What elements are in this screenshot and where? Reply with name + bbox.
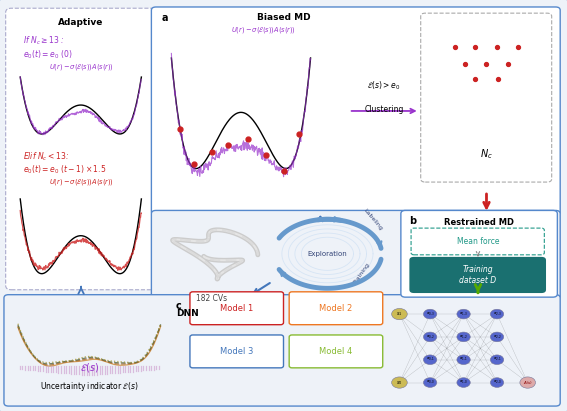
Text: 182 CVs: 182 CVs — [196, 294, 227, 303]
Circle shape — [424, 378, 437, 388]
Circle shape — [392, 377, 407, 388]
Text: Model 3: Model 3 — [220, 347, 253, 356]
Circle shape — [490, 378, 503, 388]
Circle shape — [490, 355, 503, 365]
Circle shape — [490, 309, 503, 319]
Text: $a_{2,1}$: $a_{2,1}$ — [493, 356, 501, 363]
Text: Training: Training — [353, 262, 371, 285]
FancyBboxPatch shape — [6, 8, 156, 290]
Text: Model 2: Model 2 — [319, 304, 353, 313]
Text: Elif $N_c < 13$:: Elif $N_c < 13$: — [23, 150, 69, 162]
Text: Mean force: Mean force — [457, 237, 499, 246]
Text: $e_0(t) = e_0\ (t-1) \times 1.5$: $e_0(t) = e_0\ (t-1) \times 1.5$ — [23, 164, 106, 176]
Text: Exploration: Exploration — [307, 251, 348, 257]
Circle shape — [520, 377, 535, 388]
Text: $a_{2,0}$: $a_{2,0}$ — [493, 379, 502, 386]
Circle shape — [392, 308, 407, 320]
Text: $A(s)$: $A(s)$ — [523, 379, 533, 386]
Text: $\mathcal{E}(s)$: $\mathcal{E}(s)$ — [80, 360, 99, 374]
Circle shape — [424, 355, 437, 365]
FancyBboxPatch shape — [289, 335, 383, 368]
Circle shape — [457, 332, 470, 342]
Text: $a_{1,0}$: $a_{1,0}$ — [459, 379, 468, 386]
Text: Restrained MD: Restrained MD — [444, 218, 514, 227]
Circle shape — [490, 332, 503, 342]
Text: Labeling: Labeling — [362, 208, 383, 231]
FancyBboxPatch shape — [421, 13, 552, 182]
Text: $a_{0,0}$: $a_{0,0}$ — [426, 379, 435, 386]
Text: $U(r) - \sigma(\mathcal{E}(s))A(s(r))$: $U(r) - \sigma(\mathcal{E}(s))A(s(r))$ — [231, 25, 296, 35]
Text: $a_{0,1}$: $a_{0,1}$ — [426, 356, 434, 363]
Text: $a_{1,2}$: $a_{1,2}$ — [459, 333, 468, 341]
Circle shape — [457, 378, 470, 388]
Text: If $N_c \geq 13$ :: If $N_c \geq 13$ : — [23, 35, 65, 47]
Text: Uncertainty indicator $\mathcal{E}(s)$: Uncertainty indicator $\mathcal{E}(s)$ — [40, 381, 138, 393]
Text: $a_{1,3}$: $a_{1,3}$ — [459, 310, 468, 318]
Text: $U(r) - \sigma(\mathcal{E}(s))A(s(r))$: $U(r) - \sigma(\mathcal{E}(s))A(s(r))$ — [49, 62, 113, 72]
FancyBboxPatch shape — [151, 210, 560, 299]
FancyBboxPatch shape — [4, 295, 560, 406]
Text: Biased MD: Biased MD — [257, 13, 310, 22]
FancyBboxPatch shape — [190, 335, 284, 368]
Text: b: b — [409, 216, 417, 226]
Text: Model 4: Model 4 — [319, 347, 353, 356]
Text: Adaptive: Adaptive — [58, 18, 104, 28]
Text: $a_{2,2}$: $a_{2,2}$ — [493, 333, 501, 341]
Text: $a_{0,3}$: $a_{0,3}$ — [426, 310, 435, 318]
Text: $a_{2,3}$: $a_{2,3}$ — [493, 310, 502, 318]
Circle shape — [424, 332, 437, 342]
FancyBboxPatch shape — [190, 292, 284, 325]
Text: Training
dataset D: Training dataset D — [459, 265, 497, 285]
Text: a: a — [162, 13, 168, 23]
Text: $\mathcal{E}(s) > e_0$: $\mathcal{E}(s) > e_0$ — [367, 80, 400, 92]
FancyBboxPatch shape — [409, 257, 546, 293]
Text: $s_0$: $s_0$ — [396, 379, 403, 386]
Circle shape — [424, 309, 437, 319]
Text: $U(r) - \sigma(\mathcal{E}(s))A(s(r))$: $U(r) - \sigma(\mathcal{E}(s))A(s(r))$ — [49, 177, 113, 187]
Circle shape — [457, 355, 470, 365]
Text: $s_1$: $s_1$ — [396, 310, 403, 318]
Text: $e_0(t) = e_0\ (0)$: $e_0(t) = e_0\ (0)$ — [23, 48, 73, 61]
Text: $a_{0,2}$: $a_{0,2}$ — [426, 333, 434, 341]
Text: $a_{1,1}$: $a_{1,1}$ — [459, 356, 468, 363]
Text: Clustering: Clustering — [364, 105, 404, 114]
FancyBboxPatch shape — [401, 210, 557, 297]
Text: $N_c$: $N_c$ — [480, 147, 493, 161]
Text: c: c — [176, 301, 181, 311]
FancyBboxPatch shape — [411, 228, 544, 255]
FancyBboxPatch shape — [151, 7, 560, 215]
Text: Model 1: Model 1 — [220, 304, 253, 313]
Circle shape — [457, 309, 470, 319]
Text: DNN: DNN — [176, 309, 198, 318]
FancyBboxPatch shape — [289, 292, 383, 325]
